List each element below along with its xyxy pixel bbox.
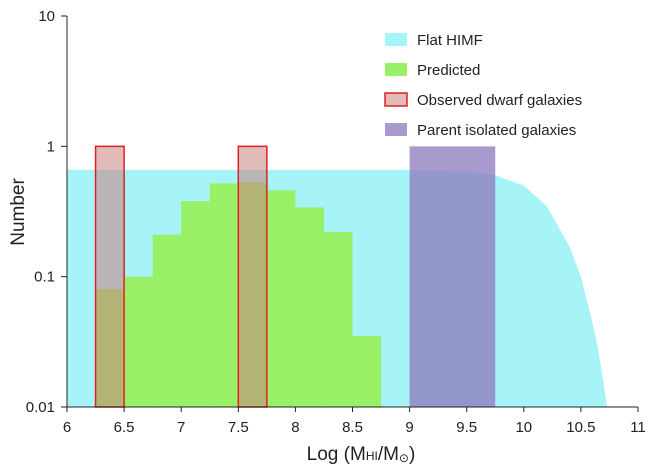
x-axis-title: Log (MHI/M⊙) bbox=[307, 444, 416, 465]
x-tick-label: 10.5 bbox=[566, 419, 595, 436]
y-tick-label: 0.1 bbox=[34, 269, 55, 286]
legend-label: Observed dwarf galaxies bbox=[417, 92, 582, 109]
legend-label: Parent isolated galaxies bbox=[417, 122, 576, 139]
predicted-bar bbox=[124, 276, 153, 407]
parent-isolated-bar bbox=[409, 146, 496, 408]
predicted-bar bbox=[323, 232, 353, 407]
y-axis-title: Number bbox=[8, 178, 29, 246]
x-tick-label: 7.5 bbox=[228, 419, 249, 436]
y-tick-label: 0.01 bbox=[26, 399, 55, 416]
observed-dwarf-bar bbox=[94, 145, 125, 408]
y-tick-label: 10 bbox=[38, 8, 55, 25]
legend-swatch bbox=[384, 92, 408, 107]
x-tick-label: 8.5 bbox=[342, 419, 363, 436]
predicted-bar bbox=[209, 183, 239, 407]
predicted-bar bbox=[266, 190, 296, 407]
x-tick-label: 9 bbox=[405, 419, 413, 436]
x-tick-label: 11 bbox=[630, 419, 646, 436]
x-tick-label: 6 bbox=[63, 419, 71, 436]
predicted-bar bbox=[295, 207, 324, 407]
legend: Flat HIMF Predicted Observed dwarf galaxie… bbox=[384, 32, 582, 139]
x-tick-label: 7 bbox=[177, 419, 185, 436]
predicted-bar bbox=[181, 201, 210, 407]
predicted-bar bbox=[352, 336, 382, 407]
legend-swatch bbox=[385, 123, 407, 136]
x-tick-label: 10 bbox=[515, 419, 532, 436]
legend-swatch bbox=[385, 63, 407, 76]
predicted-bar bbox=[152, 234, 182, 407]
legend-label: Flat HIMF bbox=[417, 32, 483, 49]
y-tick-label: 1 bbox=[47, 138, 55, 155]
x-tick-label: 6.5 bbox=[114, 419, 135, 436]
observed-dwarf-bar bbox=[237, 145, 268, 408]
plot-area bbox=[67, 145, 608, 408]
x-tick-label: 9.5 bbox=[456, 419, 477, 436]
x-tick-label: 8 bbox=[291, 419, 299, 436]
legend-label: Predicted bbox=[417, 62, 480, 79]
legend-swatch bbox=[385, 33, 407, 46]
axes: 6 6.5 7 7.5 8 8.5 9 9.5 10 10.5 11 0.01 0.1 1 10 bbox=[26, 8, 646, 436]
